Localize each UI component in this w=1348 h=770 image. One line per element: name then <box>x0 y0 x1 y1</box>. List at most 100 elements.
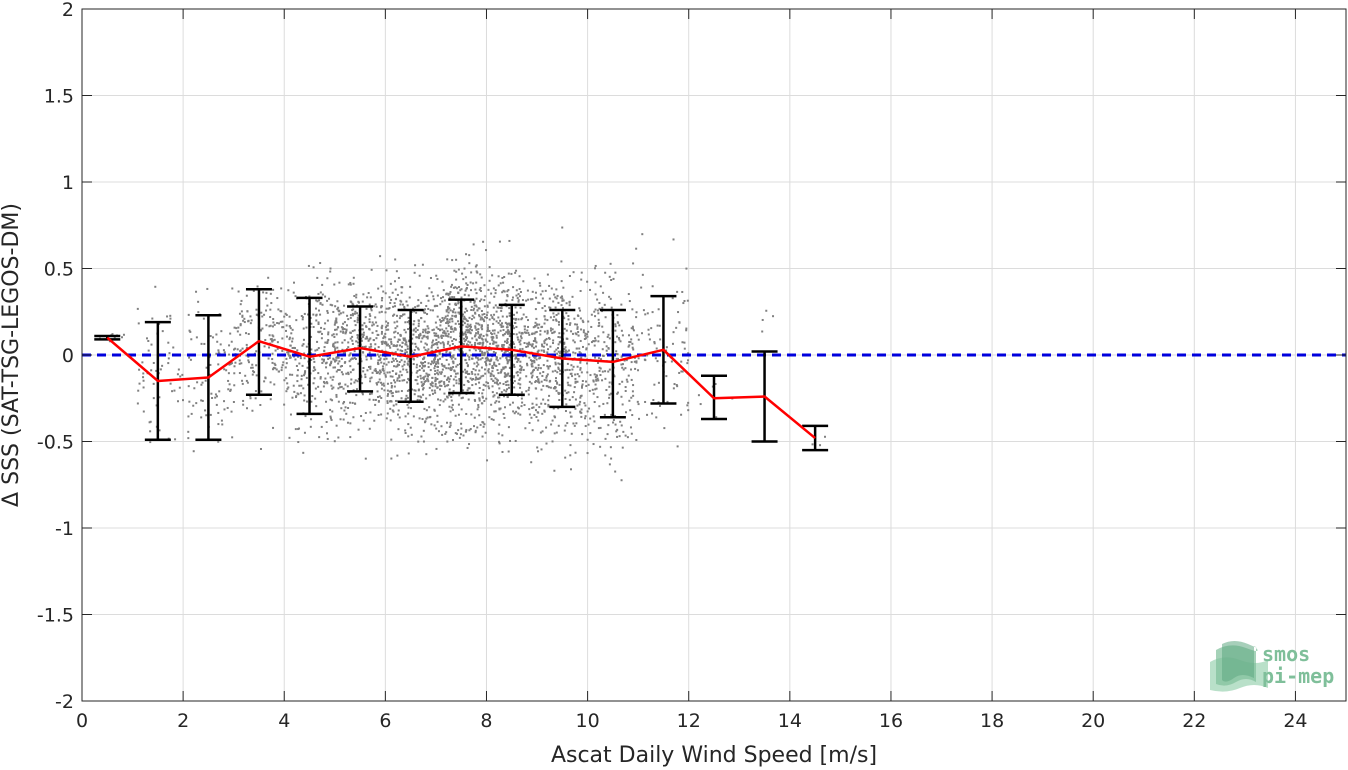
scatter-point <box>352 416 355 419</box>
scatter-point <box>347 373 350 376</box>
scatter-point <box>528 413 531 416</box>
scatter-point <box>534 355 537 358</box>
scatter-point <box>681 370 684 373</box>
scatter-point <box>479 348 482 351</box>
scatter-point <box>237 326 240 329</box>
scatter-point <box>590 325 593 328</box>
scatter-point <box>255 350 258 353</box>
scatter-point <box>395 345 398 348</box>
scatter-point <box>595 387 598 390</box>
scatter-point <box>616 392 619 395</box>
scatter-point <box>479 335 482 338</box>
scatter-point <box>567 391 570 394</box>
scatter-point <box>627 374 630 377</box>
scatter-point <box>447 293 450 296</box>
scatter-point <box>579 317 582 320</box>
scatter-point <box>425 343 428 346</box>
scatter-point <box>445 322 448 325</box>
scatter-point <box>337 387 340 390</box>
scatter-point <box>569 411 572 414</box>
scatter-point <box>448 380 451 383</box>
scatter-point <box>418 417 421 420</box>
scatter-point <box>390 340 393 343</box>
scatter-point <box>364 376 367 379</box>
scatter-point <box>490 403 493 406</box>
scatter-point <box>342 352 345 355</box>
scatter-point <box>523 404 526 407</box>
scatter-point <box>344 351 347 354</box>
scatter-point <box>413 328 416 331</box>
scatter-point <box>474 326 477 329</box>
scatter-point <box>551 440 554 443</box>
scatter-point <box>544 338 547 341</box>
scatter-point <box>612 418 615 421</box>
scatter-point <box>364 457 367 460</box>
scatter-point <box>412 333 415 336</box>
scatter-point <box>653 342 656 345</box>
scatter-point <box>563 341 566 344</box>
scatter-point <box>460 427 463 430</box>
scatter-point <box>484 362 487 365</box>
scatter-point <box>632 329 635 332</box>
scatter-point <box>570 432 573 435</box>
scatter-point <box>477 373 480 376</box>
scatter-point <box>321 358 324 361</box>
scatter-point <box>641 332 644 335</box>
scatter-point <box>577 330 580 333</box>
scatter-point <box>178 386 181 389</box>
scatter-point <box>396 348 399 351</box>
scatter-point <box>514 439 517 442</box>
scatter-point <box>443 382 446 385</box>
scatter-point <box>350 378 353 381</box>
scatter-point <box>433 373 436 376</box>
scatter-point <box>481 343 484 346</box>
scatter-point <box>387 393 390 396</box>
x-tick-label: 16 <box>879 710 903 732</box>
scatter-point <box>351 302 354 305</box>
scatter-point <box>447 376 450 379</box>
scatter-point <box>475 338 478 341</box>
scatter-point <box>349 371 352 374</box>
scatter-point <box>567 384 570 387</box>
scatter-point <box>540 349 543 352</box>
scatter-point <box>567 314 570 317</box>
scatter-point <box>245 354 248 357</box>
scatter-point <box>445 309 448 312</box>
scatter-point <box>369 411 372 414</box>
scatter-point <box>596 298 599 301</box>
scatter-point <box>535 345 538 348</box>
scatter-point <box>504 366 507 369</box>
x-tick-label: 12 <box>677 710 701 732</box>
scatter-point <box>280 366 283 369</box>
scatter-point <box>671 297 674 300</box>
scatter-point <box>419 377 422 380</box>
scatter-point <box>362 419 365 422</box>
scatter-point <box>476 426 479 429</box>
scatter-point <box>483 368 486 371</box>
scatter-point <box>386 371 389 374</box>
scatter-point <box>537 326 540 329</box>
scatter-point <box>495 378 498 381</box>
scatter-point <box>541 307 544 310</box>
scatter-point <box>616 428 619 431</box>
scatter-point <box>271 325 274 328</box>
scatter-point <box>230 362 233 365</box>
scatter-point <box>400 345 403 348</box>
scatter-point <box>576 326 579 329</box>
scatter-point <box>326 341 329 344</box>
scatter-point <box>369 314 372 317</box>
scatter-point <box>531 402 534 405</box>
scatter-point <box>369 380 372 383</box>
scatter-point <box>395 373 398 376</box>
scatter-point <box>508 375 511 378</box>
scatter-point <box>367 339 370 342</box>
scatter-point <box>335 359 338 362</box>
scatter-point <box>563 317 566 320</box>
scatter-point <box>433 334 436 337</box>
scatter-point <box>380 305 383 308</box>
scatter-point <box>481 357 484 360</box>
scatter-point <box>335 424 338 427</box>
scatter-point <box>451 342 454 345</box>
scatter-point <box>460 422 463 425</box>
scatter-point <box>532 368 535 371</box>
